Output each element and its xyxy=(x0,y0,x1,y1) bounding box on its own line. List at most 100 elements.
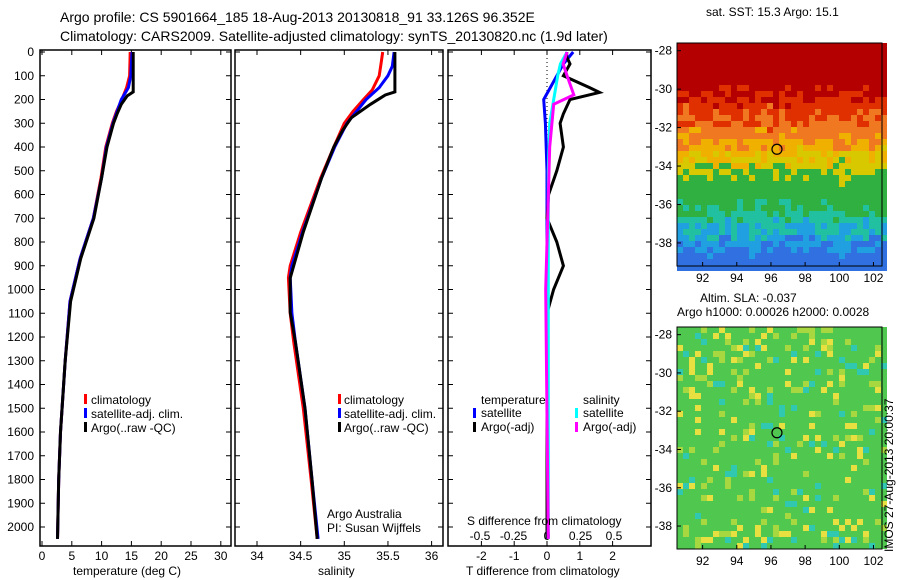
map-cell xyxy=(857,223,863,229)
map-cell xyxy=(695,265,701,271)
map-cell xyxy=(845,411,851,417)
map-cell xyxy=(779,151,785,157)
map-cell xyxy=(761,543,767,549)
map-cell xyxy=(749,357,755,363)
map-cell xyxy=(779,43,785,49)
map-cell xyxy=(761,537,767,543)
map-cell xyxy=(749,399,755,405)
map-cell xyxy=(755,61,761,67)
map-cell xyxy=(773,55,779,61)
map-cell xyxy=(725,223,731,229)
map-cell xyxy=(779,339,785,345)
map-cell xyxy=(743,97,749,103)
map-cell xyxy=(737,375,743,381)
map-cell xyxy=(731,199,737,205)
map-cell xyxy=(803,543,809,549)
map-cell xyxy=(779,61,785,67)
map-cell xyxy=(755,537,761,543)
map-cell xyxy=(749,103,755,109)
map-cell xyxy=(875,435,881,441)
map-cell xyxy=(797,369,803,375)
map-cell xyxy=(803,61,809,67)
map-cell xyxy=(875,253,881,259)
map-cell xyxy=(815,169,821,175)
map-cell xyxy=(749,217,755,223)
series-line-t-argo-adj- xyxy=(545,52,604,539)
map-cell xyxy=(725,217,731,223)
map-cell xyxy=(869,67,875,73)
map-cell xyxy=(791,79,797,85)
map-cell xyxy=(791,513,797,519)
series-line-argo-raw-qc- xyxy=(56,52,135,539)
map-cell xyxy=(677,429,683,435)
map-cell xyxy=(821,507,827,513)
map-cell xyxy=(821,49,827,55)
map-cell xyxy=(809,163,815,169)
map-cell xyxy=(773,531,779,537)
map-cell xyxy=(713,507,719,513)
map-cell xyxy=(779,181,785,187)
map-cell xyxy=(785,333,791,339)
map-cell xyxy=(797,193,803,199)
map-cell xyxy=(821,447,827,453)
map-cell xyxy=(689,235,695,241)
map-cell xyxy=(743,181,749,187)
map-cell xyxy=(761,405,767,411)
map-cell xyxy=(875,537,881,543)
y-tick-label: 600 xyxy=(14,188,34,202)
map-cell xyxy=(803,259,809,265)
map-cell xyxy=(713,453,719,459)
y-tick-label: 1800 xyxy=(7,473,34,487)
map-cell xyxy=(833,405,839,411)
map-cell xyxy=(797,169,803,175)
map-cell xyxy=(869,387,875,393)
map-cell xyxy=(737,513,743,519)
y-tick-label: 2000 xyxy=(7,520,34,534)
sla-map: 92 94 96 98 100 102-28-30-32-34-36-38 xyxy=(655,326,887,568)
map-cell xyxy=(791,411,797,417)
map-cell xyxy=(833,495,839,501)
map-cell xyxy=(875,489,881,495)
map-cell xyxy=(773,103,779,109)
map-cell xyxy=(689,453,695,459)
map-cell xyxy=(749,259,755,265)
map-cell xyxy=(881,351,887,357)
map-cell xyxy=(833,459,839,465)
map-cell xyxy=(821,121,827,127)
map-cell xyxy=(707,133,713,139)
map-cell xyxy=(839,157,845,163)
map-cell xyxy=(863,49,869,55)
map-cell xyxy=(725,163,731,169)
map-cell xyxy=(785,205,791,211)
credit-line-2: PI: Susan Wijffels xyxy=(327,521,421,535)
map-cell xyxy=(827,55,833,61)
map-cell xyxy=(845,97,851,103)
map-cell xyxy=(725,537,731,543)
map-cell xyxy=(761,429,767,435)
map-cell xyxy=(767,181,773,187)
map-cell xyxy=(737,217,743,223)
map-cell xyxy=(701,187,707,193)
map-x-tick-label: 98 xyxy=(798,554,812,568)
map-cell xyxy=(803,199,809,205)
map-cell xyxy=(803,495,809,501)
map-cell xyxy=(845,43,851,49)
map-cell xyxy=(719,543,725,549)
map-cell xyxy=(869,115,875,121)
map-cell xyxy=(785,115,791,121)
map-cell xyxy=(785,453,791,459)
map-cell xyxy=(809,259,815,265)
map-cell xyxy=(683,211,689,217)
map-cell xyxy=(785,537,791,543)
map-cell xyxy=(839,121,845,127)
map-cell xyxy=(803,405,809,411)
map-cell xyxy=(815,477,821,483)
map-cell xyxy=(695,351,701,357)
map-cell xyxy=(695,519,701,525)
map-cell xyxy=(875,345,881,351)
map-cell xyxy=(689,55,695,61)
map-cell xyxy=(779,537,785,543)
map-cell xyxy=(767,399,773,405)
map-cell xyxy=(743,351,749,357)
map-cell xyxy=(827,345,833,351)
